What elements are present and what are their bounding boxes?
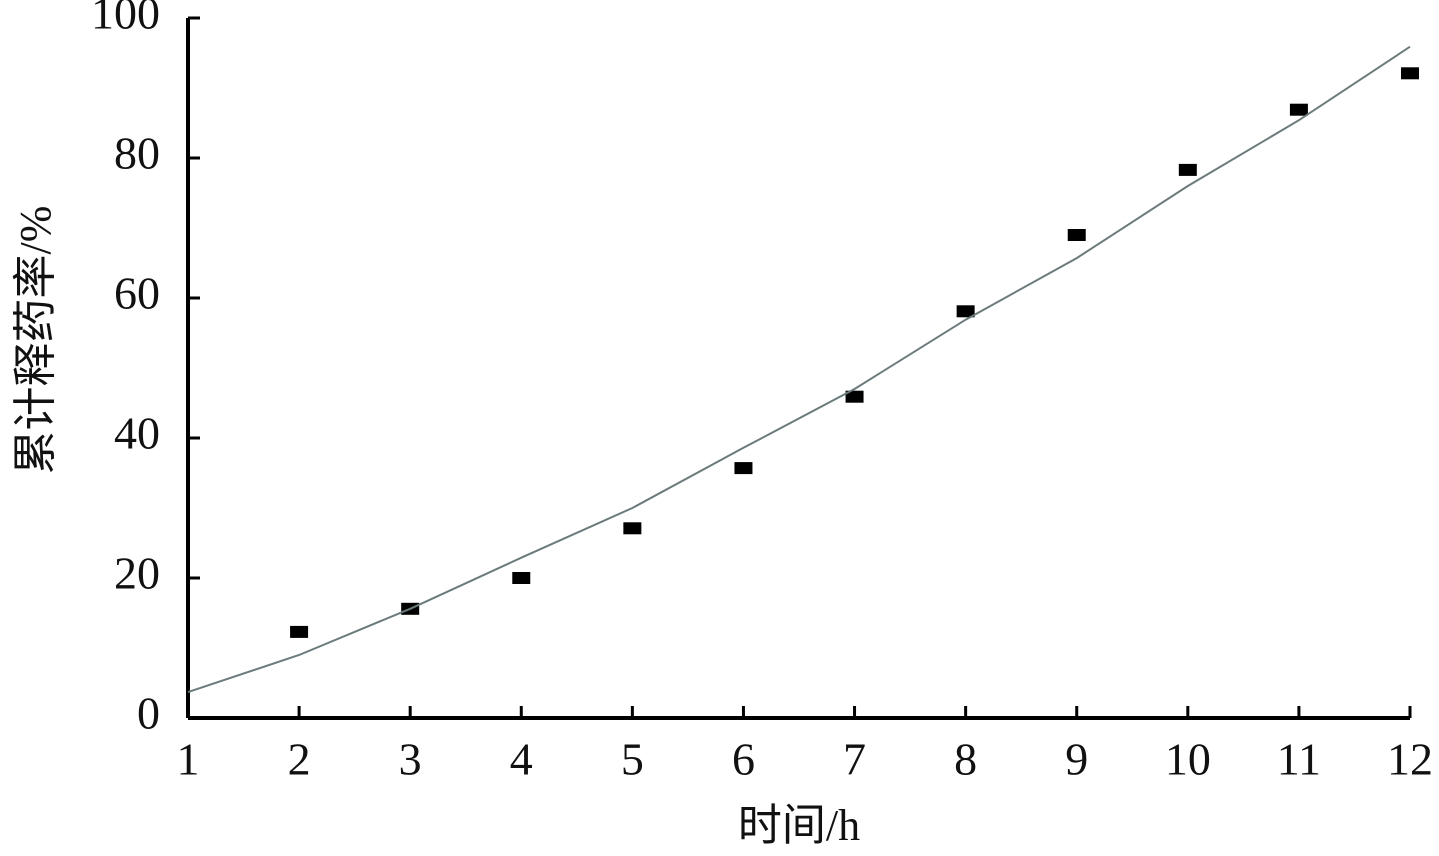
y-axis-title: 累计释药率/% [11,206,60,475]
x-tick-label: 4 [510,734,533,785]
data-point [290,625,309,638]
data-point [1178,163,1197,176]
y-tick-label: 0 [137,688,160,739]
x-tick-label: 12 [1387,734,1433,785]
y-tick-label: 20 [114,548,160,599]
fit-line [187,45,1411,694]
data-point [512,572,531,584]
x-tick-label: 2 [288,734,311,785]
data-point [1401,67,1419,80]
x-axis-title: 时间/h [738,801,860,850]
x-tick-label: 6 [732,734,755,785]
x-tick-label: 10 [1165,734,1211,785]
x-tick-label: 11 [1277,734,1321,785]
x-tick-label: 5 [621,734,644,785]
data-point [956,305,975,318]
y-tick-label: 100 [91,0,160,39]
y-tick-label: 40 [114,408,160,459]
x-tick-label: 8 [954,734,977,785]
y-tick-label: 80 [114,128,160,179]
data-point [845,390,864,403]
y-tick-label: 60 [114,268,160,319]
x-tick-label: 7 [843,734,866,785]
data-point [1289,103,1308,116]
x-tick-label: 3 [399,734,422,785]
data-point [623,522,642,535]
data-point [734,462,753,475]
x-tick-label: 1 [177,734,200,785]
x-tick-label: 9 [1065,734,1088,785]
data-point [1067,229,1086,241]
